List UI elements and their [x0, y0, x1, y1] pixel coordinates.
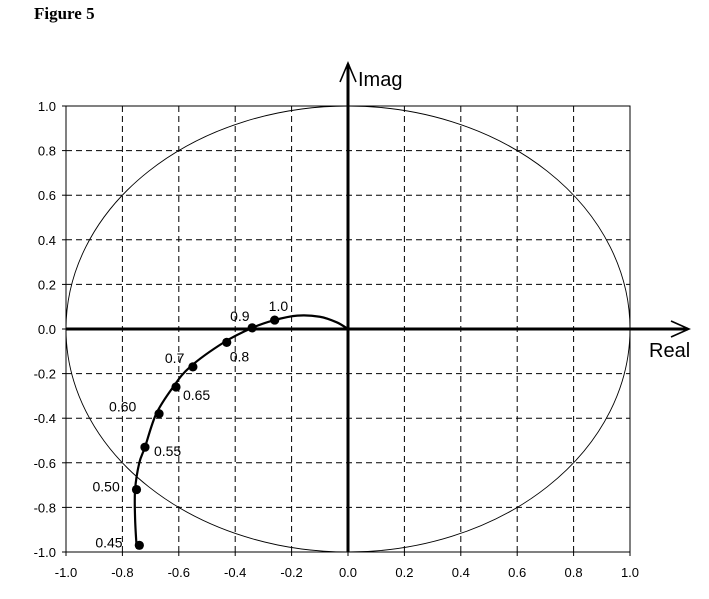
locus-point [171, 382, 181, 392]
locus-point [154, 409, 164, 419]
axes [66, 60, 691, 552]
y-tick-label: 1.0 [38, 99, 56, 114]
y-tick-label: 0.0 [38, 322, 56, 337]
locus-point-label: 0.45 [95, 534, 122, 550]
tick-labels: -1.0 -0.8 -0.6 -0.4 -0.2 0.0 0.2 0.4 0.6 0.8 1.0 1.… [34, 99, 639, 580]
x-tick-label: 1.0 [621, 565, 639, 580]
locus-point-label: 0.9 [230, 308, 250, 324]
x-tick-label: -1.0 [55, 565, 77, 580]
locus-points: 0.45 0.50 0.55 0.60 0.65 0.7 0.8 0.9 1.0 [93, 298, 289, 550]
y-tick-label: -1.0 [34, 545, 56, 560]
locus-point-label: 0.55 [154, 443, 181, 459]
locus-point-label: 0.65 [183, 387, 210, 403]
x-tick-label: 0.8 [565, 565, 583, 580]
y-tick-label: 0.6 [38, 188, 56, 203]
x-tick-label: 0.2 [395, 565, 413, 580]
locus-point [134, 540, 144, 550]
x-tick-label: 0.0 [339, 565, 357, 580]
y-tick-label: 0.2 [38, 277, 56, 292]
y-tick-label: -0.6 [34, 456, 56, 471]
locus-point [222, 337, 232, 347]
x-tick-label: 0.4 [452, 565, 470, 580]
y-axis-arrow-icon [339, 60, 357, 83]
y-axis-label: Imag [358, 69, 402, 91]
x-tick-label: -0.2 [280, 565, 302, 580]
locus-point [131, 484, 142, 495]
locus-point-label: 0.7 [165, 350, 185, 366]
figure-title: Figure 5 [34, 4, 95, 23]
y-tick-label: 0.8 [38, 144, 56, 159]
locus-point-label: 1.0 [269, 298, 289, 314]
locus-point-label: 0.8 [230, 348, 250, 364]
y-tick-label: -0.2 [34, 367, 56, 382]
x-tick-label: 0.6 [508, 565, 526, 580]
locus-point-label: 0.60 [109, 399, 136, 415]
y-tick-label: -0.8 [34, 500, 56, 515]
x-tick-label: -0.6 [168, 565, 190, 580]
x-axis-arrow-icon [670, 320, 691, 338]
locus-point [140, 442, 150, 452]
x-tick-label: -0.4 [224, 565, 246, 580]
locus-point-label: 0.50 [93, 479, 120, 495]
x-axis-label: Real [649, 340, 690, 362]
y-tick-label: 0.4 [38, 233, 56, 248]
locus-point [188, 362, 198, 372]
x-tick-label: -0.8 [111, 565, 133, 580]
locus-point [270, 315, 280, 325]
y-tick-label: -0.4 [34, 411, 56, 426]
locus-point [247, 323, 257, 333]
